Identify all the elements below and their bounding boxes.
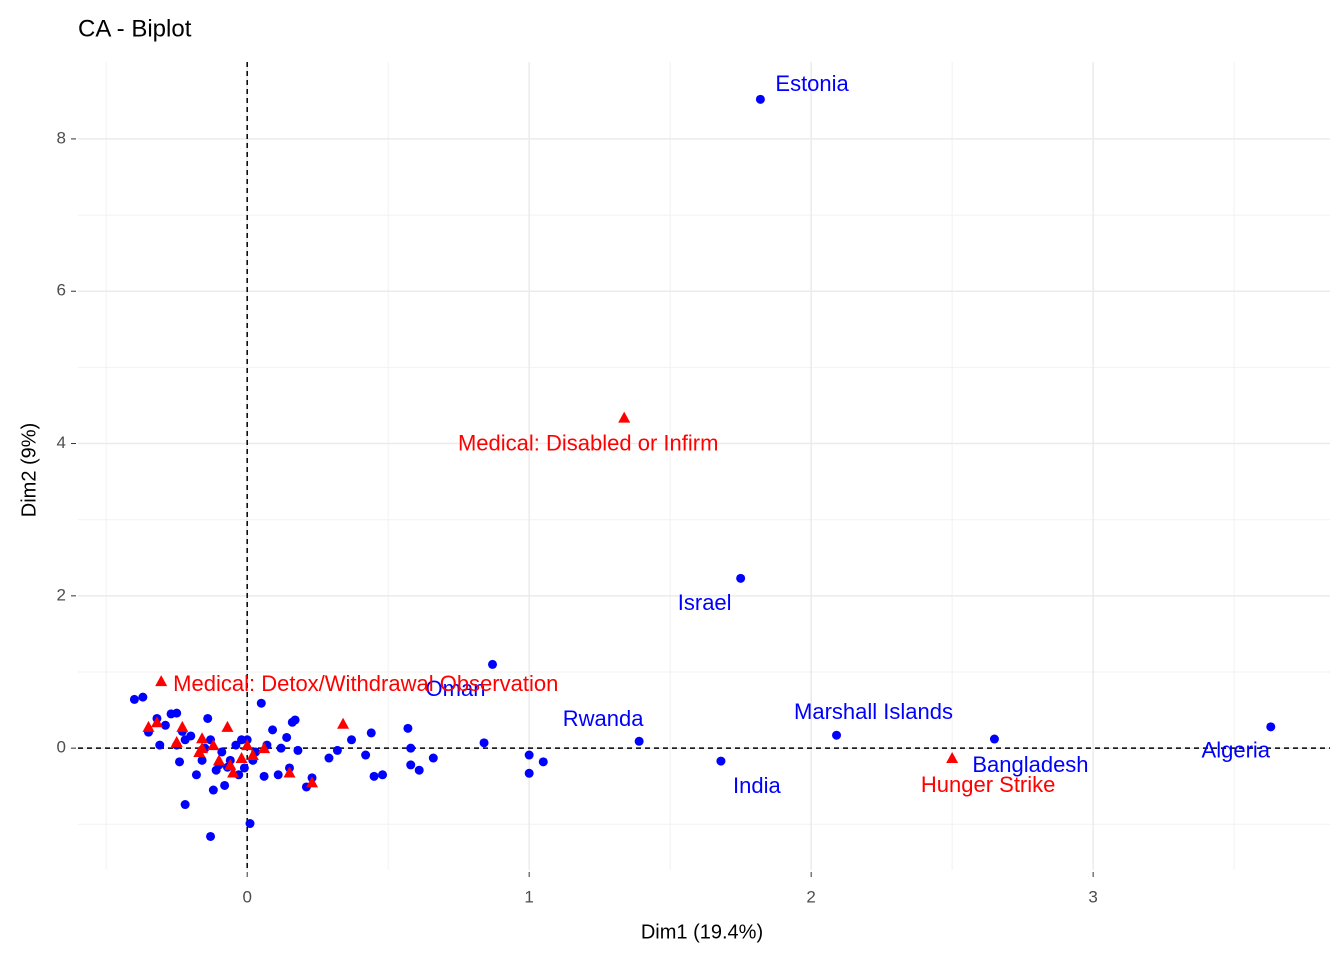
point	[755, 94, 765, 104]
point	[227, 766, 240, 778]
x-tick-label: 0	[242, 887, 251, 906]
point	[524, 750, 534, 760]
point	[634, 736, 644, 746]
point	[150, 716, 163, 728]
point-label: India	[733, 773, 781, 798]
point	[832, 730, 842, 740]
point	[235, 752, 248, 764]
point	[347, 735, 357, 745]
point	[406, 743, 416, 753]
point	[208, 785, 218, 795]
point	[989, 734, 999, 744]
point	[197, 755, 207, 765]
chart-title: CA - Biplot	[78, 15, 192, 42]
point	[618, 411, 631, 423]
x-tick-label: 2	[806, 887, 815, 906]
x-tick-label: 1	[524, 887, 533, 906]
point	[290, 715, 300, 725]
point	[538, 757, 548, 767]
point	[378, 770, 388, 780]
y-tick-label: 2	[57, 585, 66, 604]
point	[221, 720, 234, 732]
point	[207, 739, 220, 751]
point-label: Medical: Detox/Withdrawal Observation	[173, 671, 558, 696]
point	[193, 745, 206, 757]
point	[196, 732, 209, 744]
y-tick-label: 6	[57, 281, 66, 300]
point	[1266, 722, 1276, 732]
point	[256, 698, 266, 708]
point	[176, 720, 189, 732]
point	[282, 732, 292, 742]
point	[273, 770, 283, 780]
point	[245, 819, 255, 829]
point-label: Marshall Islands	[794, 699, 953, 724]
point	[160, 720, 170, 730]
point	[361, 750, 371, 760]
point	[369, 771, 379, 781]
point	[175, 757, 185, 767]
point	[129, 694, 139, 704]
point	[239, 763, 249, 773]
point-label: Algeria	[1202, 738, 1271, 763]
point	[172, 708, 182, 718]
point	[246, 749, 259, 761]
point	[276, 743, 286, 753]
point	[479, 738, 489, 748]
point	[186, 731, 196, 741]
point	[524, 768, 534, 778]
point	[332, 745, 342, 755]
point	[337, 717, 350, 729]
point	[736, 573, 746, 583]
point-label: Israel	[678, 590, 732, 615]
point	[180, 800, 190, 810]
point	[306, 776, 319, 788]
point	[946, 752, 959, 764]
point	[324, 753, 334, 763]
point	[241, 739, 254, 751]
point	[155, 675, 168, 687]
point	[414, 765, 424, 775]
point	[268, 725, 278, 735]
point	[716, 756, 726, 766]
point	[231, 740, 241, 750]
point	[488, 659, 498, 669]
point	[293, 745, 303, 755]
point	[142, 720, 155, 732]
point-label: Rwanda	[563, 706, 644, 731]
point	[206, 831, 216, 841]
x-tick-label: 3	[1088, 887, 1097, 906]
point	[220, 780, 230, 790]
point-label: Oman	[426, 676, 486, 701]
point	[155, 740, 165, 750]
point	[138, 692, 148, 702]
point	[217, 747, 227, 757]
point	[258, 742, 271, 754]
y-tick-label: 8	[57, 128, 66, 147]
point-label: Hunger Strike	[921, 772, 1056, 797]
y-axis-title: Dim2 (9%)	[18, 423, 40, 517]
point	[191, 770, 201, 780]
y-tick-label: 4	[57, 433, 66, 452]
point	[212, 754, 225, 766]
point	[406, 760, 416, 770]
point	[366, 728, 376, 738]
point-label: Estonia	[775, 71, 849, 96]
point	[403, 723, 413, 733]
point	[283, 766, 296, 778]
point	[259, 771, 269, 781]
y-tick-label: 0	[57, 738, 66, 757]
point	[170, 736, 183, 748]
point	[428, 753, 438, 763]
point-label: Bangladesh	[972, 752, 1088, 777]
point-label: Medical: Disabled or Infirm	[458, 430, 718, 455]
x-axis-title: Dim1 (19.4%)	[641, 921, 763, 943]
point	[203, 713, 213, 723]
